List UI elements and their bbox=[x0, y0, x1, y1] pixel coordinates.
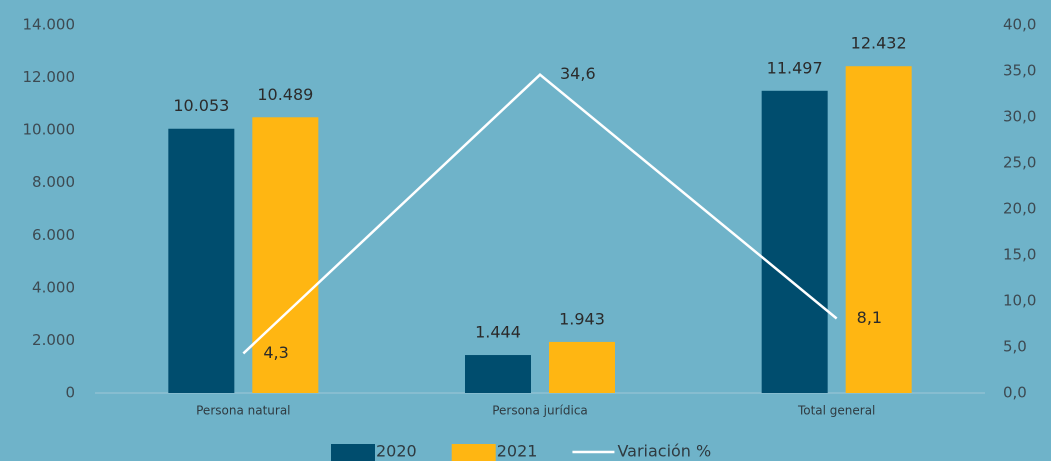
y-tick-label: 2.000 bbox=[32, 331, 75, 349]
legend-swatch bbox=[331, 444, 375, 461]
value-label: 10.489 bbox=[257, 85, 313, 104]
bar bbox=[168, 128, 235, 394]
line bbox=[242, 73, 838, 355]
x-tick-label: Persona jurídica bbox=[492, 404, 588, 418]
bar bbox=[549, 341, 615, 393]
y2-tick-label: 30,0 bbox=[1003, 108, 1036, 126]
bar bbox=[845, 66, 912, 393]
y2-tick-label: 40,0 bbox=[1003, 16, 1036, 34]
x-tick-label: Total general bbox=[797, 404, 875, 418]
y2-tick-label: 5,0 bbox=[1003, 338, 1027, 356]
legend-label: 2020 bbox=[376, 442, 417, 461]
y-tick-label: 12.000 bbox=[23, 68, 76, 86]
y-tick-label: 8.000 bbox=[32, 173, 75, 191]
legend-swatch bbox=[451, 444, 496, 461]
value-label: 11.497 bbox=[767, 58, 823, 77]
value-label: 12.432 bbox=[851, 34, 907, 53]
value-label: 8,1 bbox=[857, 308, 882, 327]
bar bbox=[252, 117, 319, 393]
y-tick-label: 14.000 bbox=[23, 16, 76, 34]
y2-tick-label: 0,0 bbox=[1003, 384, 1027, 402]
legend-label: 2021 bbox=[497, 442, 538, 461]
value-label: 1.943 bbox=[559, 309, 605, 328]
y-tick-label: 4.000 bbox=[32, 278, 75, 296]
value-label: 4,3 bbox=[263, 343, 288, 362]
value-label: 34,6 bbox=[560, 64, 596, 83]
y2-tick-label: 35,0 bbox=[1003, 62, 1036, 80]
y2-tick-label: 10,0 bbox=[1003, 292, 1036, 310]
legend-label: Variación % bbox=[617, 442, 711, 461]
value-label: 1.444 bbox=[475, 323, 521, 342]
bar bbox=[761, 90, 828, 393]
y2-tick-label: 20,0 bbox=[1003, 200, 1036, 218]
x-tick-label: Persona natural bbox=[196, 404, 290, 418]
bar bbox=[465, 355, 531, 393]
value-label: 10.053 bbox=[173, 96, 229, 115]
y-tick-label: 10.000 bbox=[23, 121, 76, 139]
y-tick-label: 6.000 bbox=[32, 226, 75, 244]
y2-tick-label: 25,0 bbox=[1003, 154, 1036, 172]
y2-tick-label: 15,0 bbox=[1003, 246, 1036, 264]
y-tick-label: 0 bbox=[65, 384, 75, 402]
